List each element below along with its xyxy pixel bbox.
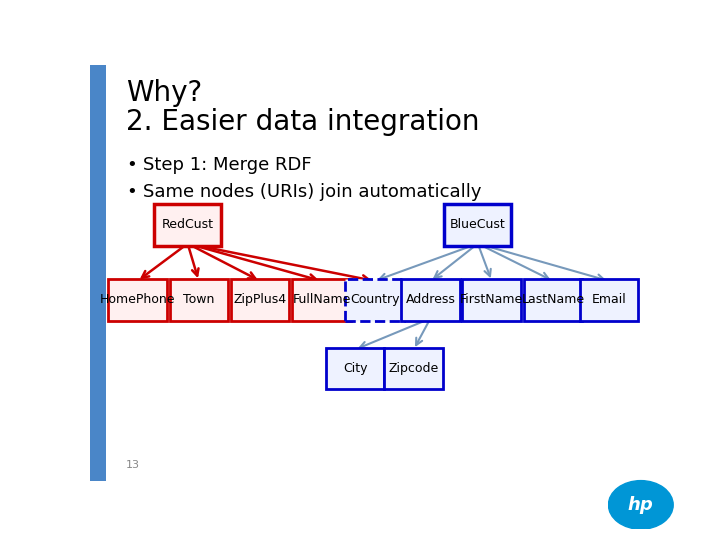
Text: BlueCust: BlueCust	[450, 218, 505, 231]
Text: •: •	[126, 156, 137, 174]
FancyBboxPatch shape	[325, 348, 384, 389]
Text: Same nodes (URIs) join automatically: Same nodes (URIs) join automatically	[143, 183, 482, 201]
Text: Zipcode: Zipcode	[389, 362, 438, 375]
Text: LastName: LastName	[521, 293, 585, 306]
Text: Step 1: Merge RDF: Step 1: Merge RDF	[143, 156, 312, 174]
Text: ZipPlus4: ZipPlus4	[233, 293, 287, 306]
Text: FullName: FullName	[292, 293, 351, 306]
FancyBboxPatch shape	[462, 279, 521, 321]
FancyBboxPatch shape	[444, 204, 511, 246]
Circle shape	[608, 481, 673, 529]
FancyBboxPatch shape	[231, 279, 289, 321]
Text: Why?: Why?	[126, 79, 202, 107]
FancyBboxPatch shape	[169, 279, 228, 321]
Text: Address: Address	[405, 293, 455, 306]
Text: Email: Email	[592, 293, 626, 306]
Text: hp: hp	[628, 496, 654, 514]
Text: City: City	[343, 362, 367, 375]
FancyBboxPatch shape	[524, 279, 582, 321]
FancyBboxPatch shape	[154, 204, 221, 246]
FancyBboxPatch shape	[384, 348, 443, 389]
Text: •: •	[126, 183, 137, 201]
Text: Country: Country	[350, 293, 400, 306]
FancyBboxPatch shape	[292, 279, 351, 321]
Text: 13: 13	[126, 460, 140, 470]
FancyBboxPatch shape	[108, 279, 167, 321]
FancyBboxPatch shape	[401, 279, 459, 321]
Text: Town: Town	[183, 293, 215, 306]
Bar	[90, 65, 106, 481]
Text: 2. Easier data integration: 2. Easier data integration	[126, 109, 480, 137]
Text: HomePhone: HomePhone	[99, 293, 175, 306]
Text: RedCust: RedCust	[162, 218, 214, 231]
Text: FirstName: FirstName	[460, 293, 523, 306]
FancyBboxPatch shape	[346, 279, 404, 321]
FancyBboxPatch shape	[580, 279, 638, 321]
